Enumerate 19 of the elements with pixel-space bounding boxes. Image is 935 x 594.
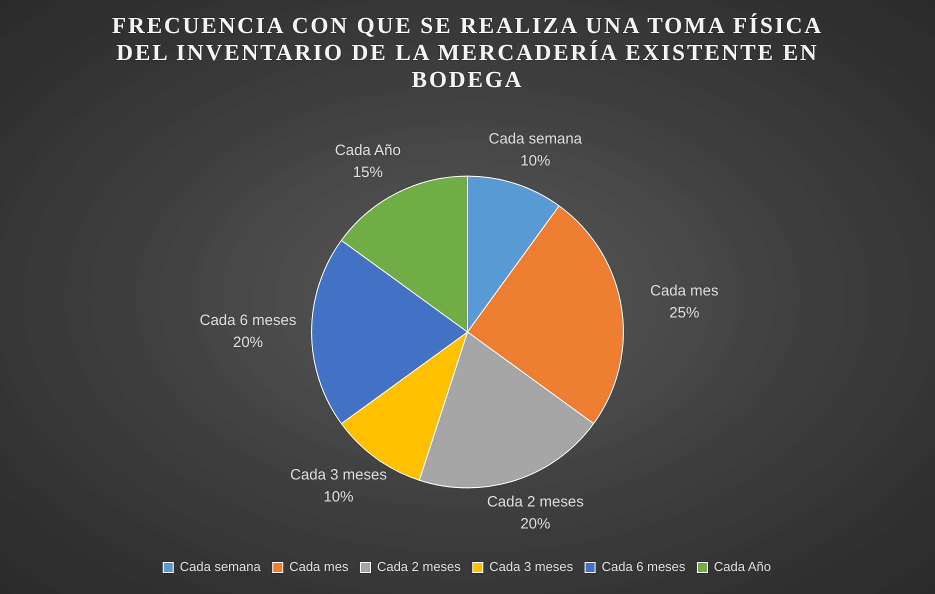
data-label: 10%: [520, 152, 550, 170]
slice-label: Cada 2 meses: [486, 494, 584, 511]
legend-label: Cada 2 meses: [376, 559, 462, 574]
legend-label: Cada 3 meses: [489, 559, 574, 574]
slice-label: Cada mes: [650, 282, 718, 300]
legend-label: Cada semana: [180, 559, 262, 574]
data-label: 10%: [323, 488, 354, 506]
legend-label: Cada mes: [289, 559, 349, 574]
chart-title: FRECUENCIA CON QUE SE REALIZA UNA TOMA FÍSICA DEL INVENTARIO DE LA MERCADERÍA EXISTENTE EN BODEGA: [111, 12, 824, 94]
data-label: 25%: [669, 304, 700, 322]
legend-label: Cada 6 meses: [602, 559, 686, 574]
slice-label: Cada Año: [334, 142, 401, 160]
legend-label: Cada Año: [714, 559, 772, 574]
slice-label: Cada semana: [488, 130, 583, 148]
slice-label: Cada 3 meses: [290, 466, 387, 484]
data-label: 20%: [232, 334, 264, 352]
slice-label: Cada 6 meses: [200, 312, 296, 330]
data-label: 20%: [520, 516, 550, 533]
data-label: 15%: [352, 164, 383, 182]
